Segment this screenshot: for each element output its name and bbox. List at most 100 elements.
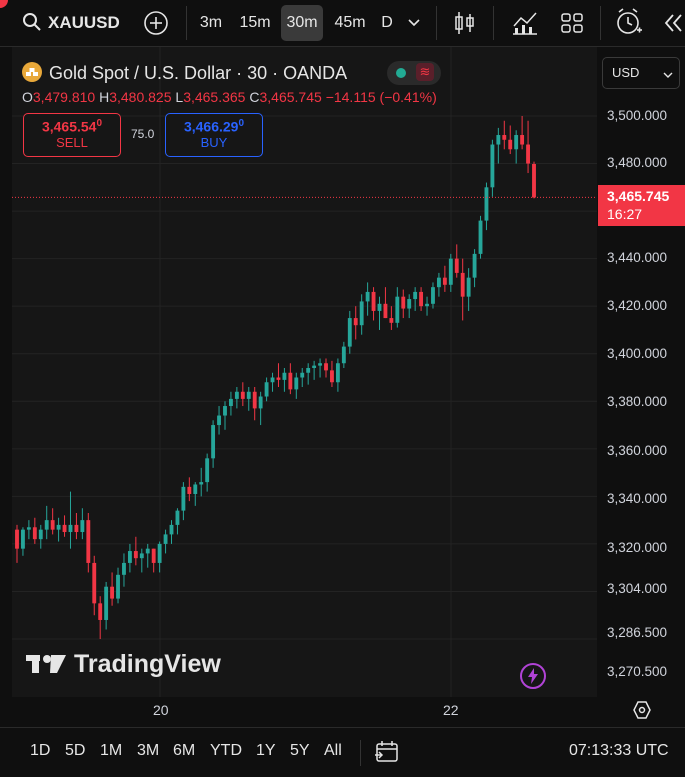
candle-body: [228, 398, 233, 407]
candle-body: [371, 291, 376, 311]
price-tick: 3,360.000: [607, 443, 668, 458]
alert-clock-icon[interactable]: [615, 8, 643, 43]
candle-body: [139, 553, 144, 559]
candle-body: [347, 318, 352, 347]
price-tick: 3,480.000: [607, 155, 668, 170]
time-axis[interactable]: 20 22: [12, 697, 597, 727]
range-3m[interactable]: 3M: [137, 742, 160, 759]
current-price-label: 3,465.745 16:27: [598, 185, 685, 226]
candle-body: [21, 529, 25, 549]
candle-body: [252, 391, 257, 409]
sell-button[interactable]: 3,465.540 SELL: [23, 113, 121, 157]
range-1d[interactable]: 1D: [30, 742, 51, 759]
buy-button[interactable]: 3,466.290 BUY: [165, 113, 263, 157]
candle-body: [116, 574, 120, 599]
range-1m[interactable]: 1M: [100, 742, 123, 759]
buy-price-sup: 0: [238, 118, 245, 129]
candle-body: [258, 396, 263, 409]
currency-select[interactable]: USD: [602, 57, 680, 89]
candle-body: [151, 548, 156, 563]
rewind-icon[interactable]: [664, 13, 685, 38]
candle-body: [26, 527, 31, 530]
high-value: 3,480.825: [109, 89, 172, 105]
candle-body: [15, 529, 19, 549]
candle-body: [454, 258, 459, 273]
buy-label: BUY: [200, 134, 228, 150]
candle-body: [306, 367, 311, 373]
low-value: 3,465.365: [183, 89, 246, 105]
search-icon[interactable]: [22, 12, 42, 37]
candle-body: [532, 163, 536, 198]
candle-body: [240, 391, 245, 399]
candle-body: [234, 391, 239, 399]
candle-body: [318, 363, 323, 366]
candle-body: [526, 144, 530, 164]
top-toolbar: XAUUSD 3m 15m 30m 45m D: [0, 0, 685, 47]
high-label: H: [99, 89, 110, 105]
range-5y[interactable]: 5Y: [290, 742, 310, 759]
close-value: 3,465.745: [259, 89, 322, 105]
interval-15m[interactable]: 15m: [239, 14, 271, 31]
sell-price: 3,465.54: [41, 118, 97, 135]
chevron-down-icon[interactable]: [407, 15, 421, 34]
candle-body: [163, 534, 168, 544]
range-ytd[interactable]: YTD: [210, 742, 242, 759]
price-tick: 3,270.500: [607, 664, 668, 679]
goto-date-icon[interactable]: [374, 740, 400, 769]
low-label: L: [175, 89, 184, 105]
candle-body: [44, 520, 49, 530]
price-tick: 3,320.000: [607, 540, 668, 555]
indicators-icon[interactable]: [511, 10, 539, 41]
lightning-icon[interactable]: [519, 662, 547, 695]
interval-30m[interactable]: 30m: [281, 5, 323, 41]
candle-body: [110, 586, 115, 599]
notification-dot: [0, 0, 8, 8]
candle-body: [472, 253, 477, 278]
candle-body: [419, 291, 424, 307]
layout-grid-icon[interactable]: [560, 12, 584, 39]
candle-body: [92, 562, 97, 604]
candle-body: [246, 391, 251, 399]
interval-45m[interactable]: 45m: [334, 14, 366, 31]
settings-hex-icon[interactable]: [632, 700, 652, 725]
add-symbol-icon[interactable]: [143, 10, 169, 41]
legend-title[interactable]: Gold Spot / U.S. Dollar · 30 · OANDA: [49, 63, 348, 83]
price-tick: 3,500.000: [607, 108, 668, 123]
range-6m[interactable]: 6M: [173, 742, 196, 759]
candle-body: [442, 277, 447, 285]
candle-body: [62, 524, 67, 533]
watermark-text: TradingView: [74, 650, 221, 678]
candle-body: [32, 527, 37, 540]
price-tick: 3,380.000: [607, 394, 668, 409]
candle-body: [86, 520, 91, 563]
price-axis[interactable]: USD 3,500.000 3,480.000 3,440.000 3,420.…: [597, 47, 685, 697]
range-5d[interactable]: 5D: [65, 742, 86, 759]
candle-body: [341, 346, 346, 364]
candle-body: [324, 363, 328, 371]
candle-body: [448, 258, 453, 285]
candle-body: [74, 524, 79, 533]
chart-pane[interactable]: Gold Spot / U.S. Dollar · 30 · OANDA ≋ O…: [12, 47, 597, 697]
utc-clock[interactable]: 07:13:33 UTC: [569, 742, 669, 759]
candle-body: [425, 303, 429, 307]
current-price-value: 3,465.745: [607, 188, 670, 204]
range-all[interactable]: All: [324, 742, 342, 759]
symbol-name[interactable]: XAUUSD: [48, 13, 120, 32]
candle-body: [330, 370, 334, 383]
candle-body: [389, 318, 394, 323]
interval-3m[interactable]: 3m: [199, 14, 223, 31]
candles-icon[interactable]: [453, 10, 477, 41]
candlestick-chart[interactable]: [12, 47, 597, 697]
candle-body: [199, 482, 204, 485]
candle-body: [157, 543, 162, 563]
close-label: C: [249, 89, 260, 105]
price-tick: 3,340.000: [607, 491, 668, 506]
currency-label: USD: [612, 65, 640, 80]
range-1y[interactable]: 1Y: [256, 742, 276, 759]
candle-body: [353, 318, 358, 326]
spread-value: 75.0: [131, 127, 155, 141]
interval-d[interactable]: D: [381, 14, 393, 31]
time-tick: 22: [443, 702, 459, 718]
candle-body: [520, 135, 525, 145]
market-status-pill[interactable]: ≋: [387, 61, 441, 85]
